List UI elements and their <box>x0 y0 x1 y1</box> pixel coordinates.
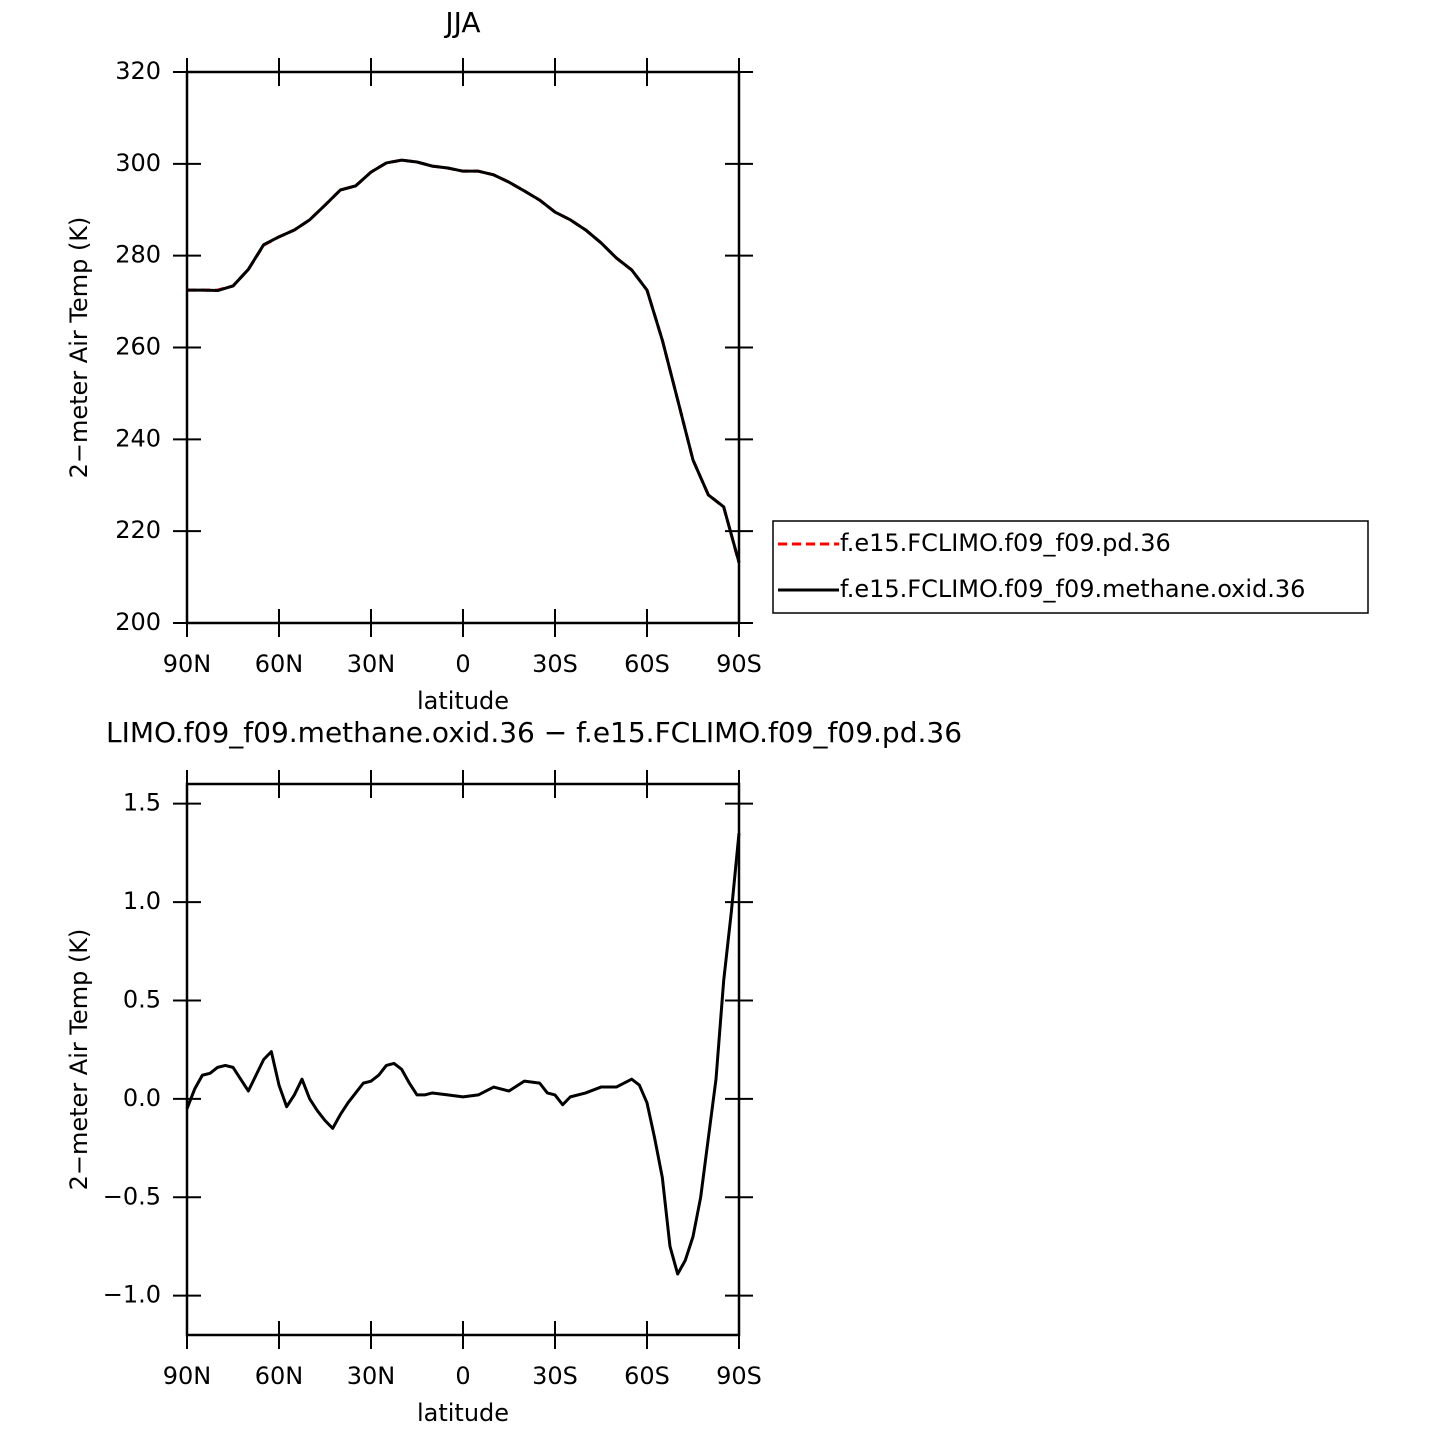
y-tick-label: 280 <box>115 241 161 269</box>
x-tick-label: 90S <box>716 650 762 678</box>
y-tick-label: 260 <box>115 333 161 361</box>
y-tick-label: 1.0 <box>123 887 161 915</box>
y-tick-label: −0.5 <box>103 1182 161 1210</box>
y-tick-label: 200 <box>115 608 161 636</box>
y-tick-label: 0.0 <box>123 1084 161 1112</box>
legend-box <box>772 520 1369 614</box>
y-tick-label: 0.5 <box>123 985 161 1013</box>
x-tick-label: 60S <box>624 1362 670 1390</box>
y-tick-label: −1.0 <box>103 1281 161 1309</box>
x-tick-label: 30N <box>347 650 396 678</box>
x-tick-label: 60N <box>255 650 304 678</box>
y-tick-label: 320 <box>115 57 161 85</box>
plot-frame <box>185 70 741 625</box>
chart-title: JJA <box>443 6 480 39</box>
line <box>185 833 741 1276</box>
legend-label: f.e15.FCLIMO.f09_f09.methane.oxid.36 <box>840 575 1305 603</box>
x-tick-label: 60N <box>255 1362 304 1390</box>
x-tick-label: 60S <box>624 650 670 678</box>
y-tick-label: 1.5 <box>123 789 161 817</box>
y-axis-label: 2−meter Air Temp (K) <box>65 929 93 1191</box>
y-tick-label: 220 <box>115 516 161 544</box>
x-tick-label: 90S <box>716 1362 762 1390</box>
x-tick-label: 90N <box>163 1362 212 1390</box>
line <box>187 158 741 563</box>
x-tick-label: 30S <box>532 650 578 678</box>
x-axis-label: latitude <box>417 687 509 715</box>
x-tick-label: 0 <box>455 650 470 678</box>
x-tick-label: 30S <box>532 1362 578 1390</box>
chart-title: LIMO.f09_f09.methane.oxid.36 − f.e15.FCL… <box>106 716 962 749</box>
x-axis-label: latitude <box>417 1399 509 1427</box>
legend-label: f.e15.FCLIMO.f09_f09.pd.36 <box>840 529 1171 557</box>
y-tick-label: 300 <box>115 149 161 177</box>
x-tick-label: 90N <box>163 650 212 678</box>
plot-frame <box>185 782 741 1337</box>
y-tick-label: 240 <box>115 424 161 452</box>
x-tick-label: 0 <box>455 1362 470 1390</box>
y-axis-label: 2−meter Air Temp (K) <box>65 217 93 479</box>
line <box>187 158 741 564</box>
x-tick-label: 30N <box>347 1362 396 1390</box>
